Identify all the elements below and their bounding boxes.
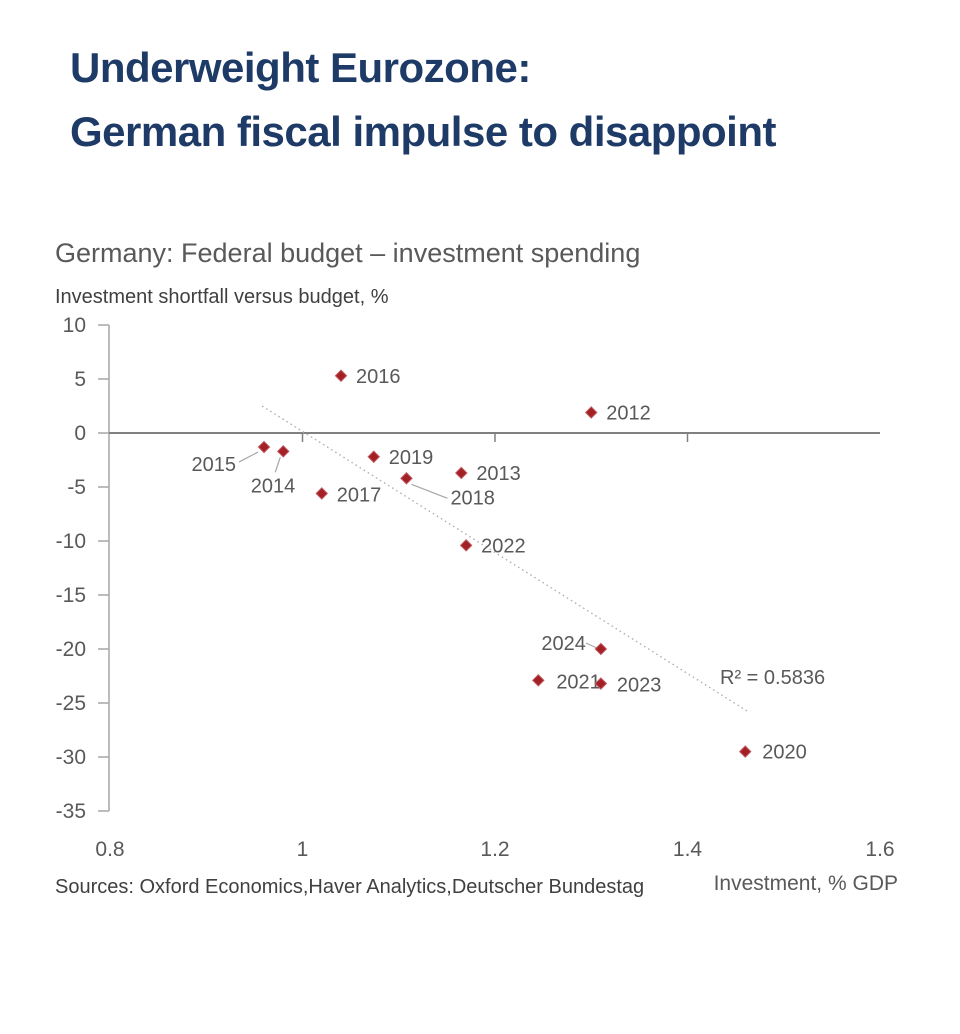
x-tick-label: 1 [297, 838, 309, 861]
y-tick-label: -10 [56, 530, 86, 553]
data-point-2024 [594, 642, 608, 656]
y-tick-label: -20 [56, 638, 86, 661]
point-label-2013: 2013 [476, 463, 521, 485]
point-label-2022: 2022 [481, 535, 526, 557]
x-tick-label: 1.2 [480, 838, 509, 861]
r-squared-label: R² = 0.5836 [720, 667, 825, 689]
data-point-2013 [455, 466, 468, 480]
data-point-2012 [584, 406, 598, 419]
data-point-2023 [594, 677, 608, 690]
y-tick-label: 0 [74, 422, 86, 445]
label-leader-2018 [411, 483, 448, 499]
point-label-2021: 2021 [556, 671, 601, 693]
data-point-2020 [738, 745, 752, 758]
data-point-2019 [367, 450, 381, 464]
y-tick-label: 5 [74, 368, 86, 391]
point-label-2015: 2015 [192, 454, 237, 476]
x-tick-label: 0.8 [95, 838, 124, 861]
data-point-2018 [400, 472, 413, 485]
y-axis-unit-label: Investment shortfall versus budget, % [55, 286, 389, 308]
label-leader-2024 [585, 642, 598, 649]
y-tick-label: -5 [67, 476, 86, 499]
y-tick-label: -30 [56, 746, 86, 769]
data-point-2016 [334, 369, 348, 383]
y-tick-label: -25 [56, 692, 86, 715]
data-point-2014 [276, 445, 290, 458]
label-leader-2015 [238, 451, 259, 463]
point-label-2020: 2020 [762, 742, 807, 764]
chart-title: Germany: Federal budget – investment spe… [55, 238, 641, 268]
page-title: Underweight Eurozone: German fiscal impu… [70, 36, 776, 164]
data-point-2022 [459, 539, 473, 552]
data-point-2015 [257, 440, 271, 454]
x-tick-label: 1.6 [865, 838, 894, 861]
point-label-2018: 2018 [450, 487, 495, 509]
x-axis-unit-label: Investment, % GDP [713, 872, 898, 895]
point-label-2016: 2016 [356, 366, 401, 388]
data-point-2017 [315, 487, 329, 500]
point-label-2019: 2019 [389, 447, 434, 469]
trendline [261, 405, 749, 713]
point-label-2017: 2017 [337, 484, 382, 506]
x-tick-label: 1.4 [673, 838, 703, 861]
point-label-2023: 2023 [617, 675, 662, 697]
point-label-2024: 2024 [541, 633, 586, 655]
y-tick-label: -15 [56, 584, 86, 607]
title-line-1: Underweight Eurozone: [70, 44, 531, 91]
title-line-2: German fiscal impulse to disappoint [70, 108, 776, 155]
point-label-2014: 2014 [251, 475, 296, 497]
y-tick-label: -35 [56, 800, 86, 823]
y-tick-label: 10 [63, 314, 86, 337]
data-point-2021 [532, 674, 545, 687]
sources-note: Sources: Oxford Economics,Haver Analytic… [55, 876, 645, 898]
point-label-2012: 2012 [606, 402, 651, 424]
label-leader-2014 [274, 457, 281, 473]
